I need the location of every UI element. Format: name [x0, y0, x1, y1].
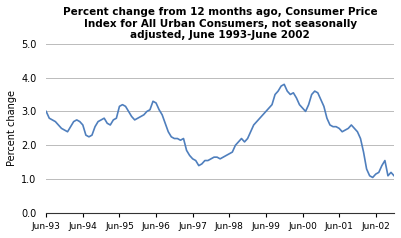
Title: Percent change from 12 months ago, Consumer Price
Index for All Urban Consumers,: Percent change from 12 months ago, Consu…: [63, 7, 377, 40]
Y-axis label: Percent change: Percent change: [7, 90, 17, 166]
